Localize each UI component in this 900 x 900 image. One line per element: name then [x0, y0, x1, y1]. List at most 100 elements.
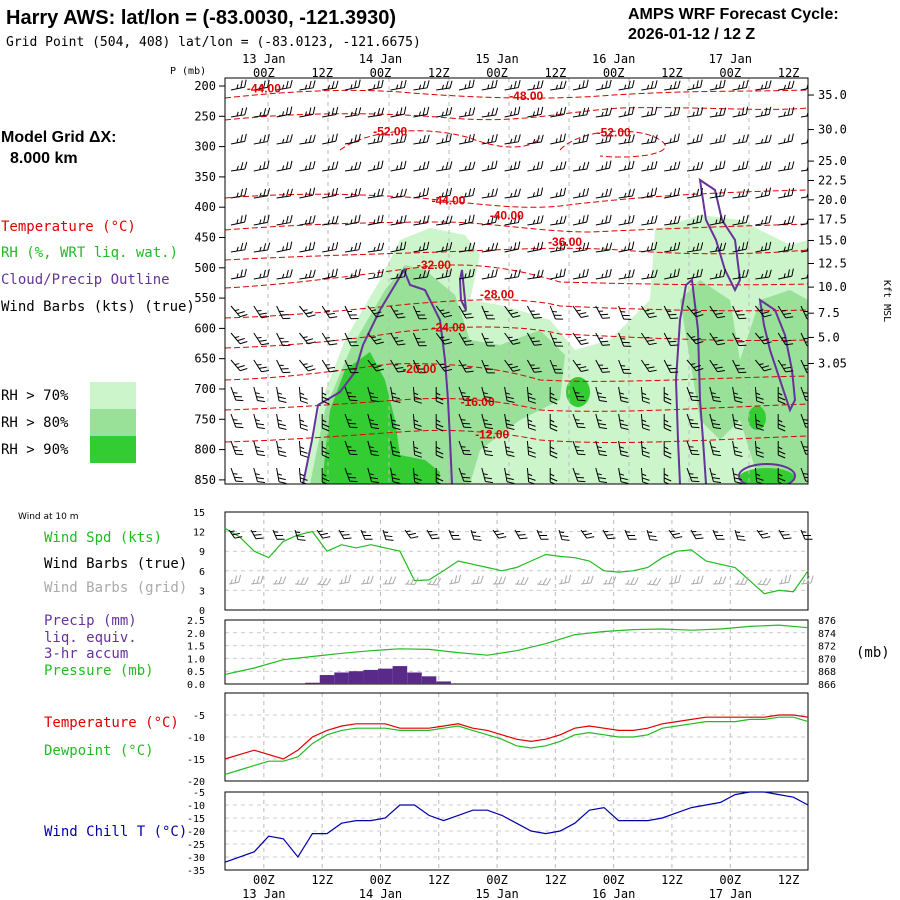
upper-wind-barb: [732, 305, 747, 320]
barb-flag: [534, 370, 542, 373]
barb-flag: [723, 107, 727, 116]
barb-flag: [745, 188, 749, 197]
barb-flag: [445, 161, 449, 170]
barb-flag: [607, 537, 616, 540]
barb-flag: [674, 536, 683, 539]
barb-flag: [312, 269, 316, 278]
barb-flag: [431, 537, 440, 540]
barb-shaft: [732, 276, 747, 280]
barb-flag: [537, 531, 543, 533]
barb-shaft: [276, 386, 280, 401]
upper-wind-barb: [754, 440, 765, 458]
barb-flag: [760, 192, 763, 197]
barb-flag: [244, 242, 248, 250]
upper-wind-barb: [481, 467, 494, 484]
barb-flag: [693, 337, 701, 342]
barb-flag: [350, 138, 353, 143]
barb-flag: [487, 372, 495, 374]
barb-flag: [413, 419, 419, 423]
barb-flag: [403, 106, 407, 115]
barb-flag: [642, 396, 650, 400]
barb-flag: [462, 476, 471, 479]
barb-flag: [322, 400, 330, 405]
barb-flag: [464, 165, 467, 171]
upper-wind-barb: [572, 359, 589, 372]
barb-flag: [267, 242, 271, 251]
barb-shaft: [367, 467, 372, 482]
barb-flag: [642, 450, 650, 454]
barb-flag: [630, 577, 635, 585]
barb-flag: [361, 531, 367, 533]
barb-flag: [582, 134, 585, 143]
upper-wind-barb: [458, 440, 472, 456]
barb-flag: [236, 138, 239, 143]
barb-flag: [350, 344, 359, 347]
barb-flag: [646, 111, 649, 116]
upper-wind-barb: [481, 134, 498, 145]
upper-wind-barb: [481, 214, 498, 226]
barb-flag: [642, 427, 651, 431]
barb-flag: [809, 80, 813, 87]
barb-flag: [736, 535, 745, 538]
barb-flag: [237, 337, 245, 342]
barb-flag: [512, 369, 521, 372]
barb-flag: [392, 396, 400, 400]
temperature-contour-label: -24.00: [431, 321, 465, 335]
barb-flag: [563, 215, 567, 224]
barb-flag: [514, 189, 517, 197]
bottom-hour-label: 12Z: [661, 873, 683, 887]
barb-flag: [532, 138, 536, 144]
barb-flag: [325, 364, 330, 366]
barb-flag: [578, 273, 581, 278]
rh-region-90-core: [739, 468, 795, 484]
barb-flag: [713, 310, 718, 312]
barb-flag: [267, 107, 271, 116]
barb-flag: [576, 422, 585, 425]
barb-flag: [263, 215, 266, 224]
barb-flag: [373, 338, 382, 342]
upper-wind-barb: [413, 106, 430, 118]
barb-flag: [787, 81, 791, 89]
barb-flag: [348, 574, 352, 583]
upper-wind-barb: [435, 441, 444, 459]
barb-flag: [485, 400, 494, 403]
barb-flag: [506, 481, 515, 484]
top-hour-labels: 00Z 12Z 00Z 12Z 00Z 12Z 00Z 12Z 00Z 12Z: [253, 66, 799, 80]
barb-shaft: [367, 332, 377, 345]
barb-shaft: [618, 167, 633, 172]
upper-wind-barb: [618, 215, 635, 226]
barb-shaft: [322, 87, 337, 91]
barb-flag: [506, 450, 514, 454]
upper-wind-barb: [550, 80, 567, 91]
barb-shaft: [618, 440, 622, 455]
barb-flag: [487, 219, 490, 224]
barb-flag: [711, 392, 716, 395]
barb-flag: [513, 242, 517, 251]
surface-wind-barb-grid: [492, 576, 507, 585]
barb-flag: [464, 192, 467, 198]
barb-flag: [673, 216, 677, 224]
barb-flag: [354, 107, 358, 116]
barb-flag: [415, 337, 421, 340]
barb-flag: [255, 537, 264, 540]
barb-flag: [586, 133, 589, 142]
barb-flag: [740, 577, 745, 585]
barb-shaft: [732, 386, 736, 401]
barb-flag: [349, 368, 357, 370]
barb-flag: [468, 134, 471, 143]
barb-shaft: [690, 582, 701, 585]
upper-wind-barb: [709, 440, 722, 457]
barb-flag: [399, 215, 403, 224]
barb-flag: [532, 219, 536, 225]
barb-flag: [552, 311, 557, 313]
barb-shaft: [663, 305, 672, 319]
upper-wind-barb: [709, 467, 722, 484]
upper-wind-barb: [504, 106, 521, 118]
barb-flag: [263, 188, 267, 197]
pressure-tick-label: 400: [194, 200, 216, 214]
barb-flag: [259, 138, 262, 144]
upper-wind-barb: [504, 359, 521, 372]
upper-wind-barb: [230, 332, 248, 345]
upper-wind-barb: [572, 161, 590, 172]
